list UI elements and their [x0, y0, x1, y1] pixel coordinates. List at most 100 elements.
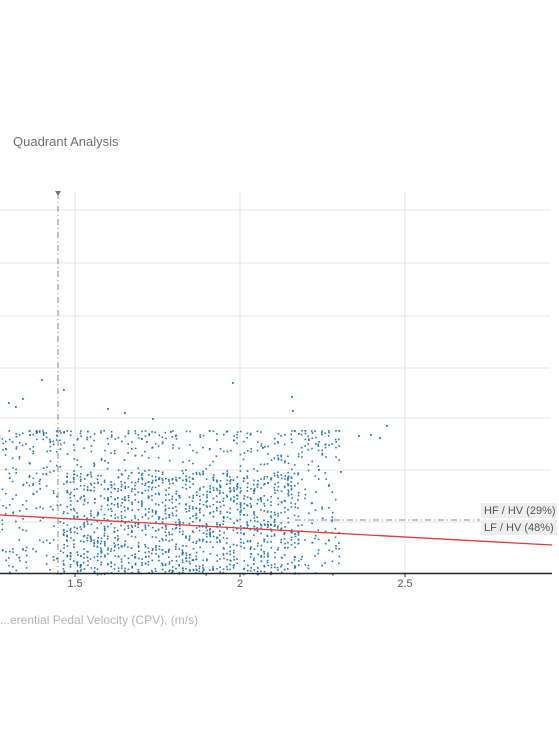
scatter-point — [284, 546, 286, 549]
scatter-point — [192, 541, 194, 544]
scatter-point — [192, 508, 194, 510]
scatter-point — [297, 524, 299, 527]
scatter-point — [270, 530, 273, 532]
scatter-point — [267, 453, 269, 455]
scatter-point — [196, 451, 198, 454]
scatter-point — [277, 527, 279, 529]
scatter-point — [259, 496, 262, 499]
scatter-point — [291, 430, 293, 432]
scatter-point — [209, 512, 211, 515]
scatter-point — [59, 448, 62, 450]
scatter-point — [151, 495, 153, 497]
scatter-point — [293, 559, 296, 561]
scatter-point — [195, 507, 197, 509]
scatter-point — [297, 455, 300, 458]
scatter-point — [270, 541, 272, 543]
scatter-point — [168, 561, 171, 563]
x-tick-label: 2 — [237, 578, 243, 590]
scatter-point — [96, 555, 99, 558]
scatter-point — [106, 538, 109, 540]
scatter-point — [158, 493, 161, 496]
scatter-point — [226, 472, 229, 475]
scatter-point — [120, 504, 122, 507]
scatter-point — [18, 457, 21, 460]
scatter-point — [222, 568, 225, 570]
scatter-point — [90, 489, 92, 492]
scatter-point — [113, 546, 116, 548]
scatter-point — [5, 551, 7, 553]
scatter-point — [157, 485, 160, 487]
scatter-point — [239, 502, 242, 504]
scatter-point — [161, 501, 164, 504]
scatter-point — [223, 517, 225, 519]
scatter-point — [304, 563, 306, 566]
scatter-point — [229, 491, 231, 493]
scatter-point — [182, 461, 184, 463]
scatter-point — [318, 469, 320, 471]
scatter-point — [257, 542, 259, 545]
scatter-point — [284, 478, 286, 480]
scatter-point — [45, 432, 48, 434]
scatter-point — [103, 479, 106, 482]
scatter-point — [324, 432, 326, 434]
scatter-point — [63, 432, 65, 434]
scatter-point — [56, 557, 58, 560]
scatter-point — [263, 505, 266, 507]
scatter-point — [192, 449, 194, 452]
scatter-point — [202, 550, 205, 553]
scatter-point — [212, 535, 215, 538]
scatter-point — [195, 558, 197, 561]
scatter-point — [253, 489, 255, 492]
scatter-point — [130, 547, 133, 549]
scatter-point — [247, 540, 249, 542]
scatter-point — [215, 455, 218, 457]
scatter-point — [185, 488, 188, 490]
scatter-point — [38, 430, 41, 432]
scatter-point — [236, 488, 238, 490]
scatter-point — [100, 459, 103, 461]
scatter-point — [185, 535, 187, 537]
scatter-point — [257, 553, 259, 556]
scatter-point — [273, 437, 276, 440]
scatter-point — [168, 493, 170, 496]
scatter-point — [233, 499, 235, 502]
scatter-point — [130, 524, 133, 527]
scatter-point — [155, 521, 157, 523]
scatter-point — [205, 478, 208, 480]
scatter-point — [113, 542, 116, 544]
scatter-point — [117, 469, 120, 471]
scatter-point — [154, 512, 157, 515]
scatter-point — [90, 476, 93, 478]
scatter-point — [298, 560, 300, 562]
scatter-point — [25, 567, 28, 569]
scatter-point — [338, 548, 340, 550]
scatter-point — [93, 463, 96, 466]
scatter-point — [240, 545, 242, 548]
scatter-point — [66, 555, 68, 558]
scatter-point — [226, 537, 228, 540]
scatter-point — [138, 472, 140, 474]
scatter-point — [103, 535, 106, 537]
scatter-point — [124, 509, 126, 512]
scatter-point — [158, 559, 160, 562]
scatter-point — [256, 502, 258, 505]
scatter-point — [117, 436, 120, 439]
scatter-point — [45, 485, 48, 487]
scatter-point — [293, 430, 296, 433]
scatter-point — [310, 502, 313, 505]
scatter-point — [205, 533, 208, 535]
scatter-point — [230, 449, 232, 452]
scatter-point — [90, 540, 92, 542]
scatter-point — [236, 431, 239, 433]
scatter-point — [287, 563, 289, 565]
scatter-point — [164, 508, 167, 510]
scatter-point — [127, 430, 130, 432]
scatter-point — [158, 477, 161, 479]
scatter-point — [59, 504, 62, 506]
scatter-point — [202, 559, 204, 562]
scatter-point — [134, 556, 137, 559]
scatter-point — [287, 509, 289, 511]
scatter-point — [325, 542, 327, 545]
scatter-point — [273, 525, 276, 527]
